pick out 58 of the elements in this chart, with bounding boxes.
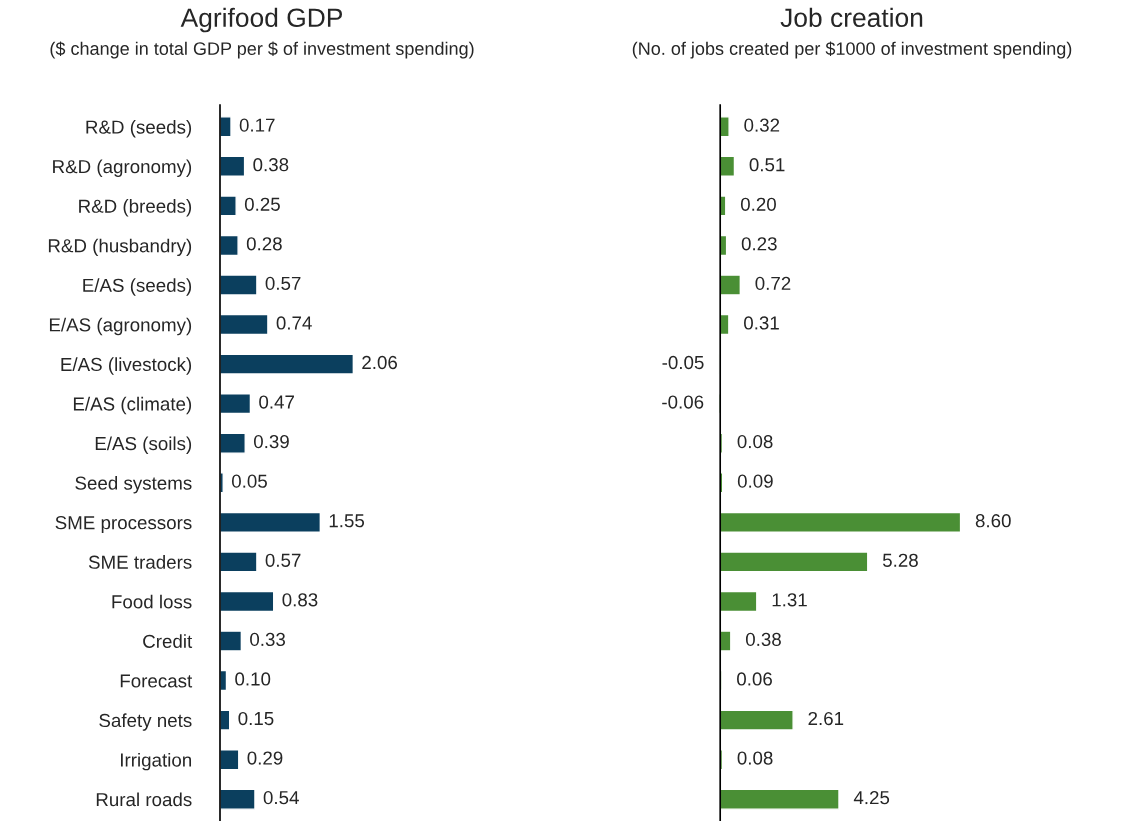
y-tick-label: Irrigation [121, 752, 192, 771]
y-tick-label: SME processors [55, 516, 192, 534]
data-label: 0.23 [741, 237, 777, 251]
data-label: 0.05 [231, 474, 267, 488]
data-label: 0.57 [265, 553, 301, 567]
data-label: 0.06 [737, 672, 772, 686]
y-tick-label: Food loss [112, 594, 192, 609]
data-label: 0.09 [737, 474, 773, 488]
data-label: 0.38 [745, 632, 781, 647]
y-tick-label: Forecast [120, 674, 193, 688]
data-label: 0.28 [246, 237, 282, 251]
data-label: 8.60 [975, 514, 1011, 528]
y-tick-label: Seed systems [75, 475, 192, 494]
data-label: 0.39 [253, 434, 289, 449]
data-label: 2.06 [362, 355, 397, 370]
y-tick-label: R&D (seeds) [86, 119, 192, 138]
data-label: 0.83 [282, 593, 318, 607]
data-label: 0.15 [238, 711, 274, 726]
data-label: 0.57 [265, 276, 301, 291]
data-label: -0.05 [662, 355, 704, 370]
y-tick-label: E/AS (climate) [73, 396, 192, 415]
data-label: 0.29 [247, 751, 283, 765]
data-label: 0.72 [755, 276, 791, 291]
data-label: 0.51 [749, 158, 785, 172]
y-tick-label: R&D (husbandry) [48, 238, 192, 257]
data-label: 0.74 [276, 316, 312, 330]
data-label: 0.54 [263, 791, 299, 805]
data-label: 0.33 [250, 632, 286, 647]
data-label: 0.47 [259, 395, 294, 409]
chart-title: Agrifood GDP [180, 7, 343, 33]
y-tick-label: Rural roads [96, 792, 192, 807]
data-label: 0.10 [235, 672, 271, 686]
y-tick-label: SME traders [88, 555, 192, 569]
y-tick-label: E/AS (seeds) [83, 278, 192, 296]
data-label: 0.17 [239, 118, 275, 132]
y-tick-label: Safety nets [99, 713, 192, 731]
y-tick-label: E/AS (livestock) [61, 357, 192, 375]
data-label: 0.08 [737, 751, 773, 765]
chart-subtitle: ($ change in total GDP per $ of investment spending) [50, 41, 474, 59]
chart-subtitle: (No. of jobs created per $1000 of investment spending) [632, 41, 1072, 59]
y-tick-label: R&D (agronomy) [53, 159, 192, 177]
data-label: -0.06 [662, 395, 704, 409]
data-label: 0.38 [253, 158, 289, 172]
data-label: 1.55 [329, 514, 365, 528]
data-label: 5.28 [882, 553, 918, 567]
data-label: 2.61 [808, 711, 844, 726]
data-label: 0.08 [737, 434, 773, 449]
y-tick-label: R&D (breeds) [79, 199, 192, 217]
data-label: 4.25 [853, 791, 890, 805]
data-label: 0.31 [744, 316, 779, 330]
y-tick-label: E/AS (agronomy) [49, 317, 192, 336]
data-label: 0.32 [744, 118, 780, 132]
y-tick-label: Credit [143, 634, 193, 648]
y-tick-label: E/AS (soils) [95, 436, 192, 454]
data-label: 0.20 [740, 197, 776, 211]
chart-title: Job creation [780, 7, 923, 28]
data-label: 1.31 [772, 593, 807, 607]
data-label: 0.25 [244, 197, 280, 211]
